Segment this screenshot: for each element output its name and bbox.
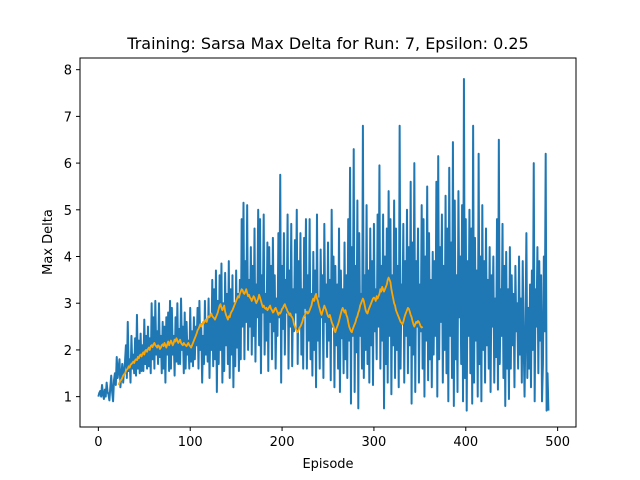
- plot-frame: [79, 57, 577, 428]
- y-tick-label: 8: [64, 64, 72, 79]
- y-axis-label: Max Delta: [41, 209, 56, 275]
- x-tick-label: 300: [362, 435, 387, 450]
- x-tick-label: 200: [270, 435, 295, 450]
- x-tick-label: 100: [178, 435, 203, 450]
- y-tick-label: 4: [64, 251, 72, 266]
- y-tick-label: 2: [64, 344, 72, 359]
- y-tick-label: 3: [64, 297, 72, 312]
- x-axis-label: Episode: [302, 457, 353, 472]
- x-axis-ticks: 0 100 200 300 400 500: [94, 427, 570, 450]
- series-line-moving-average: [117, 276, 424, 386]
- series-layer: [97, 78, 550, 412]
- x-tick-label: 500: [545, 435, 570, 450]
- x-tick-label: 0: [94, 435, 102, 450]
- y-tick-label: 6: [64, 157, 72, 172]
- chart-title: Training: Sarsa Max Delta for Run: 7, Ep…: [126, 34, 528, 53]
- y-axis-ticks: 1 2 3 4 5 6 7 8: [64, 64, 80, 406]
- y-tick-label: 5: [64, 204, 72, 219]
- x-tick-label: 400: [453, 435, 478, 450]
- y-tick-label: 1: [64, 391, 72, 406]
- y-tick-label: 7: [64, 110, 72, 125]
